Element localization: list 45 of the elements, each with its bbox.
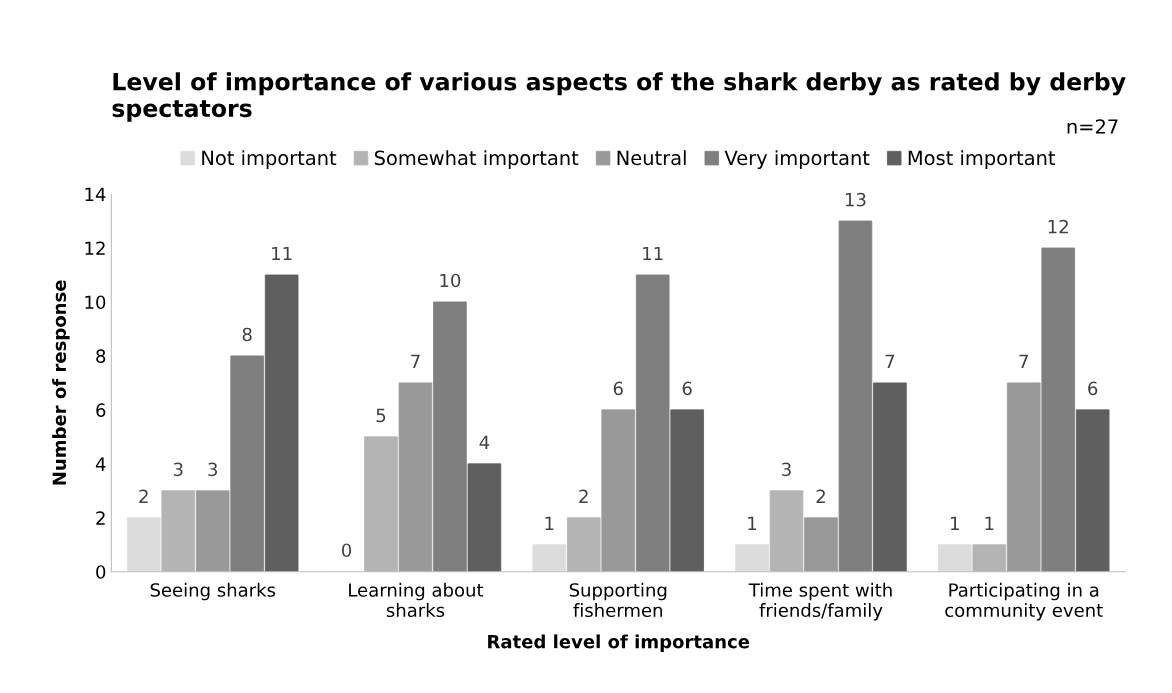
legend-label: Very important [724, 150, 870, 169]
data-label: 6 [682, 381, 692, 396]
y-tick-label: 4 [95, 457, 106, 471]
y-tick-label: 8 [96, 349, 106, 364]
data-label: 7 [885, 354, 895, 369]
data-label: 1 [748, 516, 757, 530]
data-label: 11 [643, 246, 663, 261]
data-label: 4 [479, 435, 490, 449]
data-label: 0 [341, 543, 352, 558]
data-label: 10 [440, 273, 461, 288]
legend-label: Not important [202, 150, 337, 169]
data-label: 2 [816, 489, 825, 503]
data-label: 3 [782, 462, 791, 477]
x-tick-label: Supporting fishermen [569, 582, 667, 618]
x-tick-label: Time spent with friends/family [748, 582, 892, 621]
x-tick-label: Seeing sharks [150, 582, 276, 601]
data-label: 1 [951, 516, 959, 530]
y-axis-title: Number of response [52, 280, 70, 485]
data-label: 2 [139, 489, 148, 503]
y-tick-label: 6 [96, 403, 106, 417]
y-tick-label: 0 [96, 565, 106, 579]
data-label: 3 [173, 462, 183, 477]
data-label: 2 [579, 489, 588, 503]
x-tick-label: Learning about sharks [349, 582, 484, 618]
y-tick-label: 10 [85, 295, 106, 310]
data-label: 7 [1019, 354, 1028, 369]
data-label: 5 [376, 408, 386, 423]
data-label: 8 [242, 327, 252, 342]
data-label: 1 [985, 516, 994, 530]
data-label: 7 [411, 354, 420, 369]
x-axis-title: Rated level of importance [488, 634, 750, 652]
y-tick-label: 12 [85, 241, 105, 255]
legend-label: Somewhat important [374, 150, 579, 169]
data-label: 11 [272, 246, 292, 261]
data-label: 1 [545, 516, 554, 530]
y-tick-label: 2 [96, 511, 105, 525]
data-label: 13 [845, 192, 866, 207]
data-label: 12 [1048, 219, 1068, 234]
data-label: 6 [1088, 381, 1098, 396]
legend-label: Most important [908, 150, 1056, 169]
legend-label: Neutral [617, 150, 686, 166]
data-label: 3 [208, 462, 218, 477]
data-label: 6 [613, 381, 623, 396]
x-tick-label: Participating in a community event [945, 582, 1103, 621]
y-tick-label: 14 [85, 187, 106, 201]
